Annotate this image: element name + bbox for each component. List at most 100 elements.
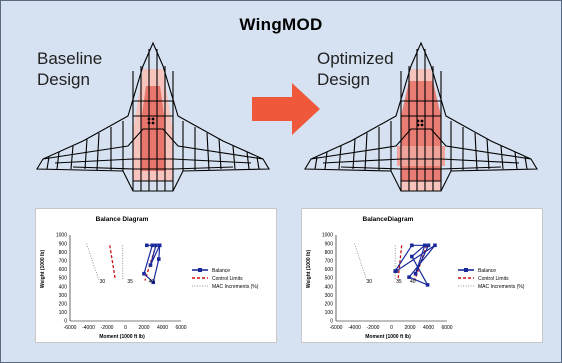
- legend-control-label: Control Limits: [212, 276, 243, 282]
- balance-point: [425, 283, 430, 287]
- x-tick-label: 2000: [404, 325, 415, 331]
- y-tick-label: 700: [59, 259, 68, 265]
- control-limit-line: [109, 245, 116, 280]
- baseline-label: Baseline Design: [37, 48, 102, 90]
- baseline-balance-chart-svg: Balance Diagram Weight (1000 lb) Moment …: [40, 216, 259, 340]
- legend-balance-marker: [464, 268, 468, 272]
- balance-point: [433, 243, 437, 248]
- y-axis-label: Weight (1000 lb): [40, 250, 46, 289]
- x-axis-label: Moment (1000 ft lb): [99, 334, 145, 340]
- balance-point: [413, 271, 418, 276]
- plot-area: 30 35 40: [69, 235, 181, 322]
- legend-balance-label: Balance: [478, 268, 496, 274]
- balance-point: [144, 243, 149, 248]
- y-tick-label: 200: [325, 302, 334, 308]
- chart-legend: Balance Control Limits MAC Increments (%…: [458, 268, 525, 290]
- x-tick-label: 0: [390, 325, 393, 331]
- baseline-wing-drawing: [36, 41, 270, 192]
- baseline-wing-outline: [36, 41, 270, 192]
- legend-control-label: Control Limits: [478, 276, 509, 282]
- mac-annotation: 40: [410, 279, 416, 285]
- y-tick-label: 1000: [322, 233, 333, 239]
- plot-area: 30 35 40: [335, 235, 447, 322]
- balance-point: [148, 263, 153, 267]
- slide-title: WingMOD: [239, 15, 323, 34]
- optimized-balance-chart-svg: BalanceDiagram Weight (1000 lb) Moment (…: [306, 216, 525, 340]
- y-tick-label: 0: [64, 319, 67, 325]
- mac-increment-line: [86, 243, 100, 280]
- baseline-wing-highlight: [133, 69, 173, 181]
- y-axis-label: Weight (1000 lb): [306, 250, 312, 289]
- x-tick-label: 2000: [138, 325, 149, 331]
- y-tick-label: 400: [325, 284, 334, 290]
- balance-point: [410, 243, 414, 248]
- optimized-wing-drawing: [304, 41, 538, 192]
- y-tick-label: 100: [59, 310, 68, 316]
- chart-legend: Balance Control Limits MAC Increments (%…: [192, 268, 259, 290]
- optimized-label: Optimized Design: [317, 48, 394, 90]
- legend-balance-marker: [198, 268, 202, 272]
- balance-point: [157, 257, 161, 261]
- y-tick-label: 500: [59, 276, 68, 282]
- y-tick-label: 700: [325, 259, 334, 265]
- balance-point: [423, 243, 427, 248]
- optimized-label-line2: Design: [317, 70, 370, 89]
- baseline-label-line2: Design: [37, 70, 90, 89]
- y-tick-label: 1000: [56, 233, 67, 239]
- mac-increment-line: [354, 243, 367, 280]
- baseline-wing-dots: [147, 117, 155, 125]
- y-tick-label: 900: [325, 241, 334, 247]
- y-tick-label: 800: [59, 250, 68, 256]
- balance-line: [394, 243, 436, 287]
- balance-point: [142, 271, 146, 276]
- y-tick-label: 300: [59, 293, 68, 299]
- chart-title: BalanceDiagram: [363, 216, 414, 223]
- y-tick-label: 300: [325, 293, 334, 299]
- x-tick-label: 6000: [441, 325, 452, 331]
- x-tick-label: 0: [124, 325, 127, 331]
- baseline-balance-chart: Balance Diagram Weight (1000 lb) Moment …: [35, 208, 277, 343]
- optimized-wing-dots: [416, 119, 424, 127]
- chart-title: Balance Diagram: [96, 216, 149, 223]
- y-tick-label: 600: [325, 267, 334, 273]
- x-axis-label: Moment (1000 ft lb): [365, 334, 411, 340]
- balance-point: [410, 254, 414, 259]
- mac-annotation: 30: [100, 279, 106, 285]
- legend-mac-label: MAC Increments (%): [478, 284, 525, 290]
- y-tick-label: 800: [325, 250, 334, 256]
- y-tick-label: 0: [330, 319, 333, 325]
- mac-annotation: 35: [396, 279, 402, 285]
- balance-point: [394, 269, 398, 273]
- y-tick-label: 600: [59, 267, 68, 273]
- y-tick-label: 900: [59, 241, 68, 247]
- x-tick-label: -4000: [348, 325, 361, 331]
- balance-point: [154, 243, 158, 248]
- y-tick-label: 200: [59, 302, 68, 308]
- mac-annotation: 35: [127, 279, 133, 285]
- x-tick-label: -6000: [330, 325, 343, 331]
- balance-point: [151, 280, 156, 285]
- balance-point: [426, 243, 431, 248]
- legend-balance-label: Balance: [212, 268, 230, 274]
- y-tick-label: 500: [325, 276, 334, 282]
- right-arrow-icon: [252, 83, 320, 135]
- balance-point: [150, 243, 155, 248]
- legend-mac-label: MAC Increments (%): [212, 284, 259, 290]
- balance-point: [157, 243, 162, 248]
- y-tick-label: 100: [325, 310, 334, 316]
- optimized-balance-chart: BalanceDiagram Weight (1000 lb) Moment (…: [301, 208, 543, 343]
- x-tick-label: -4000: [82, 325, 95, 331]
- x-tick-label: 6000: [175, 325, 186, 331]
- baseline-label-line1: Baseline: [37, 49, 103, 68]
- x-tick-label: 4000: [423, 325, 434, 331]
- x-tick-label: 4000: [157, 325, 168, 331]
- x-tick-label: -2000: [101, 325, 114, 331]
- optimized-wing-outline: [304, 41, 538, 192]
- x-tick-label: -6000: [64, 325, 77, 331]
- x-tick-label: -2000: [367, 325, 380, 331]
- optimized-label-line1: Optimized: [317, 49, 394, 68]
- balance-point: [407, 275, 411, 279]
